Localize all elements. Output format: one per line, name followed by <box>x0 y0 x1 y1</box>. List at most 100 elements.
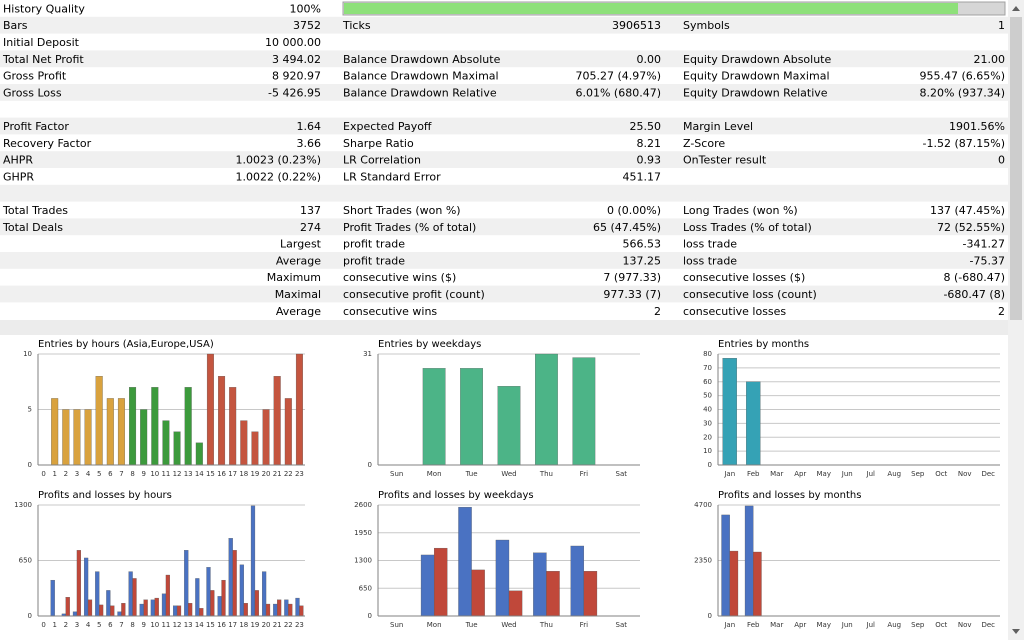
y-tick-label: 0 <box>28 612 32 620</box>
cell-value: 3.66 <box>297 137 322 150</box>
cell-label: Balance Drawdown Absolute <box>343 53 501 66</box>
y-tick-label: 650 <box>19 557 32 565</box>
x-tick-label: 13 <box>184 621 193 629</box>
bar <box>184 550 189 617</box>
cell-label: Gross Loss <box>3 86 62 99</box>
bar <box>128 571 133 617</box>
y-tick-label: 10 <box>703 447 712 455</box>
x-tick-label: 4 <box>86 470 91 478</box>
bar <box>73 409 81 466</box>
bar <box>273 376 281 466</box>
x-tick-label: Nov <box>958 470 972 478</box>
bar <box>721 514 730 617</box>
bar <box>51 398 59 466</box>
x-tick-label: Wed <box>501 470 516 478</box>
x-tick-label: 20 <box>262 470 271 478</box>
cell-label: Initial Deposit <box>3 36 80 49</box>
cell-label: consecutive wins ($) <box>343 271 456 284</box>
bar <box>165 574 170 617</box>
cell-value: Maximum <box>267 271 321 284</box>
x-tick-label: 2 <box>64 470 68 478</box>
bar <box>95 376 103 466</box>
bar <box>243 603 248 617</box>
bar <box>460 368 483 466</box>
x-tick-label: Oct <box>935 470 947 478</box>
cell-value: -1.52 (87.15%) <box>923 137 1005 150</box>
x-tick-label: 19 <box>250 621 259 629</box>
x-tick-label: 10 <box>150 621 159 629</box>
cell-value: 1901.56% <box>949 120 1005 133</box>
x-tick-label: 21 <box>273 621 282 629</box>
x-tick-label: Jan <box>723 621 735 629</box>
x-tick-label: Jun <box>841 470 853 478</box>
bar <box>744 505 754 617</box>
bar <box>188 603 193 617</box>
cell-label: consecutive profit (count) <box>343 288 485 301</box>
cell-label: Short Trades (won %) <box>343 204 461 217</box>
chart-title: Entries by weekdays <box>378 339 481 350</box>
cell-label: profit trade <box>343 238 405 251</box>
bar <box>284 398 292 466</box>
row-bg <box>0 285 1008 303</box>
y-tick-label: 0 <box>708 612 712 620</box>
cell-value: 3906513 <box>612 19 661 32</box>
x-tick-label: 5 <box>97 470 101 478</box>
cell-value: 274 <box>300 221 321 234</box>
y-tick-label: 60 <box>703 378 712 386</box>
row-bg <box>0 84 1008 101</box>
cell-label: Long Trades (won %) <box>683 204 798 217</box>
x-tick-label: 0 <box>41 470 45 478</box>
cell-value: 8 920.97 <box>272 70 321 83</box>
cell-value: 1.0023 (0.23%) <box>235 154 321 167</box>
cell-value: -75.37 <box>970 254 1005 267</box>
bar <box>420 554 435 617</box>
cell-value: 8 (-680.47) <box>943 271 1005 284</box>
x-tick-label: 18 <box>239 470 248 478</box>
x-tick-label: 0 <box>41 621 45 629</box>
cell-label: OnTester result <box>683 154 767 167</box>
x-tick-label: Tue <box>465 621 478 629</box>
x-tick-label: Dec <box>981 621 995 629</box>
x-tick-label: 15 <box>206 470 215 478</box>
cell-label: LR Correlation <box>343 154 421 167</box>
bar <box>295 597 300 617</box>
bar <box>65 597 70 617</box>
x-tick-label: 1 <box>52 621 56 629</box>
y-tick-label: 70 <box>703 364 712 372</box>
x-tick-label: Sun <box>390 621 403 629</box>
bar <box>232 550 237 617</box>
scroll-thumb[interactable] <box>1010 17 1022 320</box>
cell-label: Total Deals <box>2 221 63 234</box>
row-bg <box>0 50 1008 68</box>
bar <box>99 604 104 617</box>
cell-value: 2 <box>998 305 1005 318</box>
x-tick-label: Feb <box>747 621 760 629</box>
x-tick-label: 23 <box>295 470 304 478</box>
row-bg <box>0 252 1008 269</box>
cell-label: Loss Trades (% of total) <box>683 221 812 234</box>
bar <box>95 571 100 617</box>
bar <box>746 381 761 466</box>
bar <box>150 599 155 617</box>
x-tick-label: 22 <box>284 470 293 478</box>
x-tick-label: 18 <box>239 621 248 629</box>
bar <box>508 590 523 617</box>
bar <box>229 387 237 466</box>
row-bg <box>0 16 1008 34</box>
cell-value: 137 (47.45%) <box>930 204 1005 217</box>
bar <box>84 557 89 617</box>
cell-value: 0 (0.00%) <box>607 204 661 217</box>
cell-label: Equity Drawdown Relative <box>683 86 828 99</box>
x-tick-label: Mar <box>770 621 783 629</box>
bar <box>753 551 762 617</box>
cell-label: Total Trades <box>2 204 68 217</box>
x-tick-label: Thu <box>539 470 553 478</box>
x-tick-label: Aug <box>887 621 901 629</box>
x-tick-label: 4 <box>86 621 91 629</box>
row-bg <box>0 184 1008 202</box>
bar <box>121 603 126 617</box>
x-tick-label: Mar <box>770 470 783 478</box>
y-tick-label: 80 <box>703 350 712 358</box>
cell-value: -5 426.95 <box>268 86 321 99</box>
x-tick-label: 3 <box>75 621 79 629</box>
